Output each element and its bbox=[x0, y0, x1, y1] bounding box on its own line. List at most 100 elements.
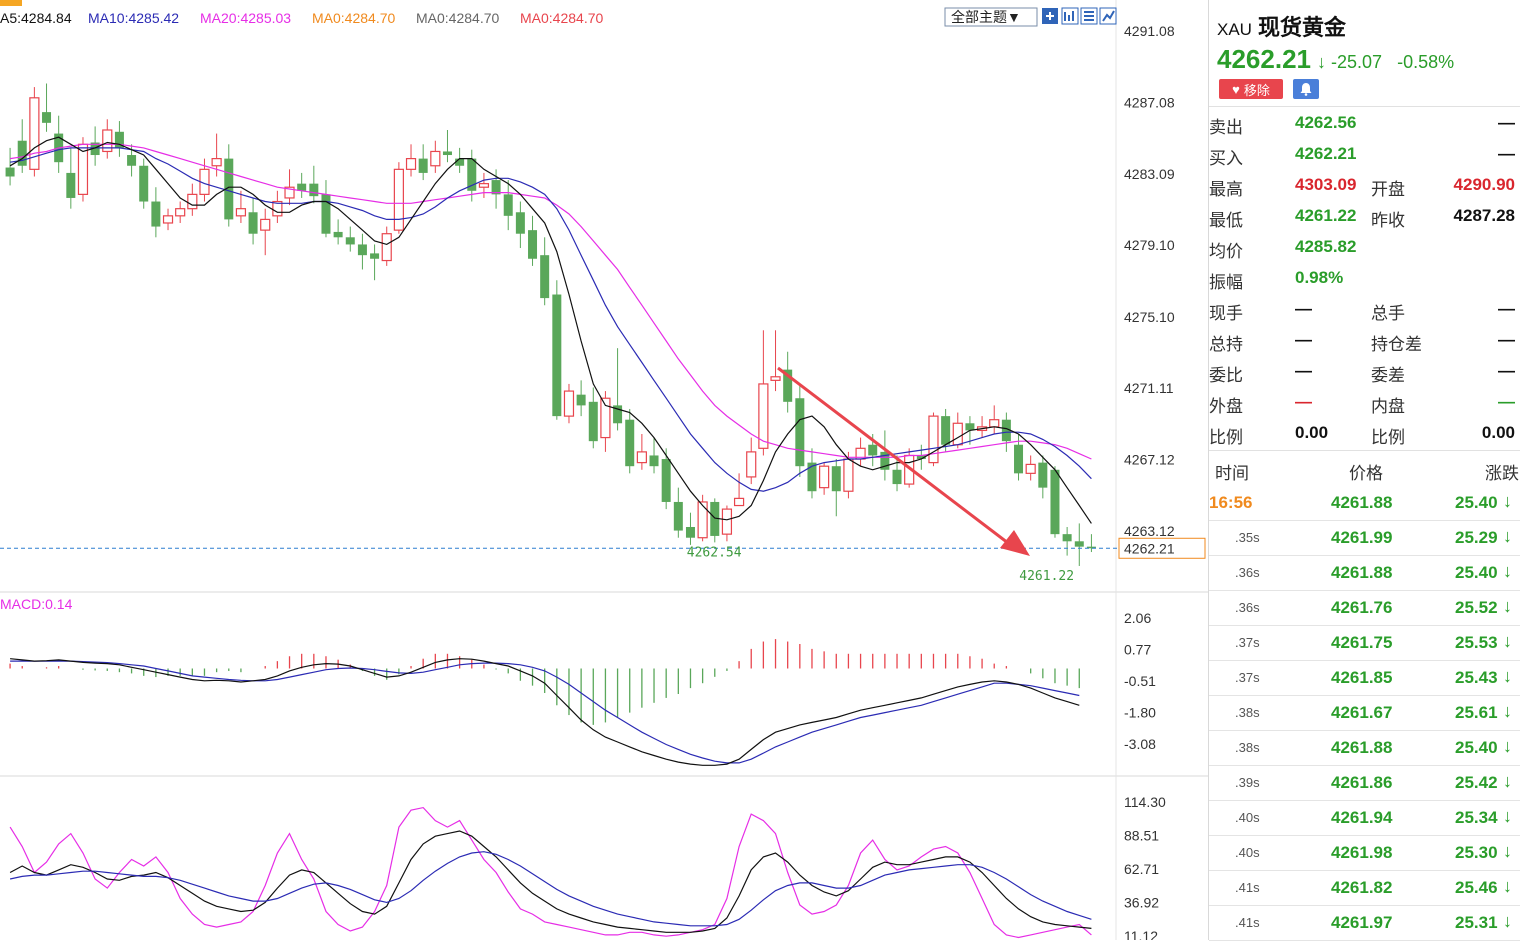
quote-row: 最低 4261.22 昨收 4287.28 bbox=[1209, 201, 1520, 231]
osc-tick: 62.71 bbox=[1124, 861, 1159, 877]
candle-body bbox=[673, 501, 683, 531]
tick-change: 25.40 bbox=[1455, 563, 1498, 582]
candle-body bbox=[297, 183, 307, 191]
price-tick: 4291.08 bbox=[1124, 23, 1175, 39]
tick-header-price: 价格 bbox=[1349, 464, 1383, 483]
tick-price: 4261.76 bbox=[1331, 598, 1393, 617]
remove-watchlist-button[interactable]: ♥ 移除 bbox=[1219, 79, 1283, 99]
quote-value-2: — bbox=[1498, 361, 1515, 380]
candle-body bbox=[491, 180, 501, 195]
layout-grid-icon[interactable] bbox=[1042, 8, 1058, 24]
quote-label: 买入 bbox=[1209, 149, 1243, 168]
candle-body bbox=[90, 142, 100, 156]
layout-panels-icon[interactable] bbox=[1080, 7, 1098, 25]
quote-value: 4261.22 bbox=[1295, 206, 1357, 225]
osc-tick: 114.30 bbox=[1124, 794, 1166, 810]
macd-tick: -3.08 bbox=[1124, 736, 1156, 752]
tick-row: .40s 4261.94 25.34 ↓ bbox=[1209, 800, 1520, 836]
bell-icon bbox=[1300, 83, 1312, 96]
candle-body bbox=[528, 230, 538, 259]
theme-select-button[interactable]: 全部主题▼ bbox=[944, 7, 1038, 27]
tick-time: .36s bbox=[1235, 565, 1260, 580]
low-label-right: 4261.22 bbox=[1019, 569, 1074, 584]
tick-row: .37s 4261.75 25.53 ↓ bbox=[1209, 625, 1520, 661]
layout-bars-icon[interactable] bbox=[1061, 7, 1079, 25]
alert-button[interactable] bbox=[1293, 79, 1319, 99]
quote-row: 卖出 4262.56 — bbox=[1209, 108, 1520, 138]
candle-body bbox=[235, 208, 247, 217]
tick-change: 25.34 bbox=[1455, 808, 1498, 827]
quote-row: 均价 4285.82 bbox=[1209, 232, 1520, 262]
candle-body bbox=[843, 458, 854, 492]
macd-tick: -0.51 bbox=[1124, 673, 1156, 689]
down-arrow-icon: ↓ bbox=[1503, 806, 1512, 826]
tick-change: 25.52 bbox=[1455, 598, 1498, 617]
osc-tick: 11.12 bbox=[1124, 928, 1158, 940]
price-tick: 4271.11 bbox=[1124, 380, 1174, 396]
legend-ma20: MA20:4285.03 bbox=[200, 10, 291, 26]
candle-body bbox=[1050, 469, 1060, 535]
candle-body bbox=[467, 158, 477, 191]
quote-row: 外盘 — 内盘 — bbox=[1209, 387, 1520, 417]
change-value: -25.07 bbox=[1331, 52, 1383, 72]
quote-value: — bbox=[1295, 330, 1312, 349]
macd-tick: 2.06 bbox=[1124, 610, 1151, 626]
down-arrow-icon: ↓ bbox=[1503, 771, 1512, 791]
quote-value-2: — bbox=[1498, 299, 1515, 318]
tick-time: .35s bbox=[1235, 530, 1260, 545]
chart-area[interactable]: A5:4284.84 MA10:4285.42 MA20:4285.03 MA0… bbox=[0, 0, 1208, 940]
candle-body bbox=[381, 233, 392, 262]
price-tick: 4279.10 bbox=[1124, 237, 1175, 253]
quote-label-2: 总手 bbox=[1371, 304, 1405, 323]
tick-price: 4261.67 bbox=[1331, 703, 1393, 722]
candle-body bbox=[636, 451, 647, 464]
candle-body bbox=[697, 501, 708, 539]
candle-body bbox=[187, 193, 198, 210]
down-arrow-icon: ↓ bbox=[1503, 526, 1512, 546]
quote-value-2: — bbox=[1498, 144, 1515, 163]
quote-row: 现手 — 总手 — bbox=[1209, 294, 1520, 324]
quote-value: — bbox=[1295, 392, 1312, 411]
divider bbox=[1209, 450, 1520, 451]
quote-label: 均价 bbox=[1209, 242, 1243, 261]
trend-arrow bbox=[777, 366, 1030, 556]
ma5-line bbox=[9, 136, 1092, 524]
tick-row: .36s 4261.88 25.40 ↓ bbox=[1209, 555, 1520, 591]
tick-price: 4261.99 bbox=[1331, 528, 1393, 547]
candle-body bbox=[685, 526, 695, 538]
candle-body bbox=[965, 423, 975, 431]
quote-label: 振幅 bbox=[1209, 273, 1243, 292]
candle-body bbox=[576, 394, 586, 406]
price-tick: 4267.12 bbox=[1124, 451, 1175, 467]
dea-line bbox=[10, 660, 1080, 764]
down-arrow-icon: ↓ bbox=[1503, 491, 1512, 511]
candle-body bbox=[721, 508, 733, 535]
candle-body bbox=[127, 155, 137, 166]
osc-line-1 bbox=[9, 830, 1092, 933]
tick-change: 25.30 bbox=[1455, 843, 1498, 862]
tick-time: .41s bbox=[1235, 880, 1260, 895]
tick-change: 25.53 bbox=[1455, 633, 1498, 652]
tick-price: 4261.88 bbox=[1331, 563, 1393, 582]
candle-body bbox=[357, 244, 367, 256]
candle-body bbox=[625, 419, 635, 467]
candle-body bbox=[284, 186, 295, 199]
tick-row: .38s 4261.67 25.61 ↓ bbox=[1209, 695, 1520, 731]
macd-tick: -1.80 bbox=[1124, 705, 1156, 721]
macd-histogram bbox=[9, 639, 1080, 725]
tick-price: 4261.86 bbox=[1331, 773, 1393, 792]
macd-lines bbox=[10, 658, 1080, 766]
layout-chart-icon[interactable] bbox=[1099, 7, 1117, 25]
tick-time: .41s bbox=[1235, 915, 1260, 930]
candle-body bbox=[430, 150, 441, 167]
tick-change: 25.46 bbox=[1455, 878, 1498, 897]
quote-row: 振幅 0.98% bbox=[1209, 263, 1520, 293]
candle-body bbox=[515, 212, 525, 234]
candle-body bbox=[66, 172, 76, 198]
candle-body bbox=[102, 129, 113, 153]
candle-body bbox=[260, 218, 271, 231]
oscillator-lines bbox=[9, 806, 1092, 939]
tick-change: 25.42 bbox=[1455, 773, 1498, 792]
tick-price: 4261.98 bbox=[1331, 843, 1393, 862]
tick-row: .39s 4261.86 25.42 ↓ bbox=[1209, 765, 1520, 801]
